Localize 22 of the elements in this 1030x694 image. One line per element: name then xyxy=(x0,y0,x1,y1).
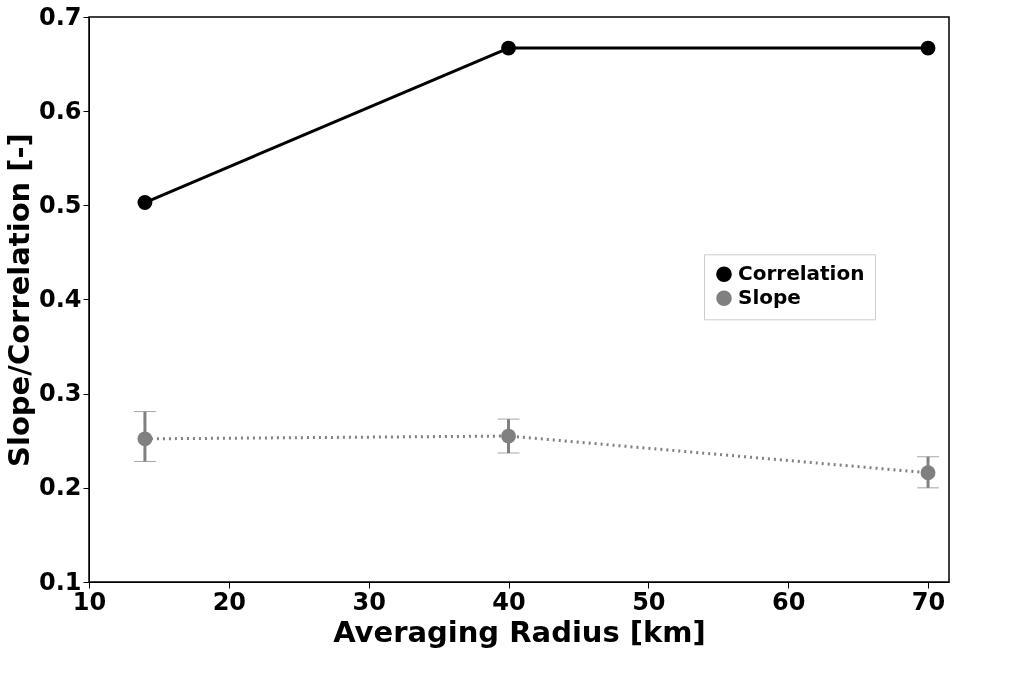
legend-label: Slope xyxy=(738,285,801,310)
x-axis-title: Averaging Radius [km] xyxy=(333,614,706,649)
x-tick-label: 20 xyxy=(212,587,247,616)
x-tick-label: 60 xyxy=(771,587,806,616)
y-tick-label: 0.2 xyxy=(38,473,82,502)
point xyxy=(501,428,516,444)
point xyxy=(920,465,936,481)
y-tick-label: 0.6 xyxy=(38,96,82,125)
point xyxy=(501,40,516,56)
point xyxy=(137,431,153,447)
point xyxy=(920,40,936,56)
y-tick-label: 0.4 xyxy=(38,285,82,313)
x-tick-label: 70 xyxy=(911,587,946,616)
x-tick-label: 50 xyxy=(632,587,666,616)
legend-label: Correlation xyxy=(738,261,865,286)
y-tick-label: 0.5 xyxy=(38,190,82,219)
point xyxy=(137,195,153,210)
y-tick-label: 0.7 xyxy=(38,2,82,31)
y-axis-title: Slope/Correlation [-] xyxy=(1,133,36,467)
y-tick-label: 0.3 xyxy=(38,379,82,408)
x-tick-label: 40 xyxy=(492,587,526,616)
x-tick-label: 30 xyxy=(352,587,386,616)
